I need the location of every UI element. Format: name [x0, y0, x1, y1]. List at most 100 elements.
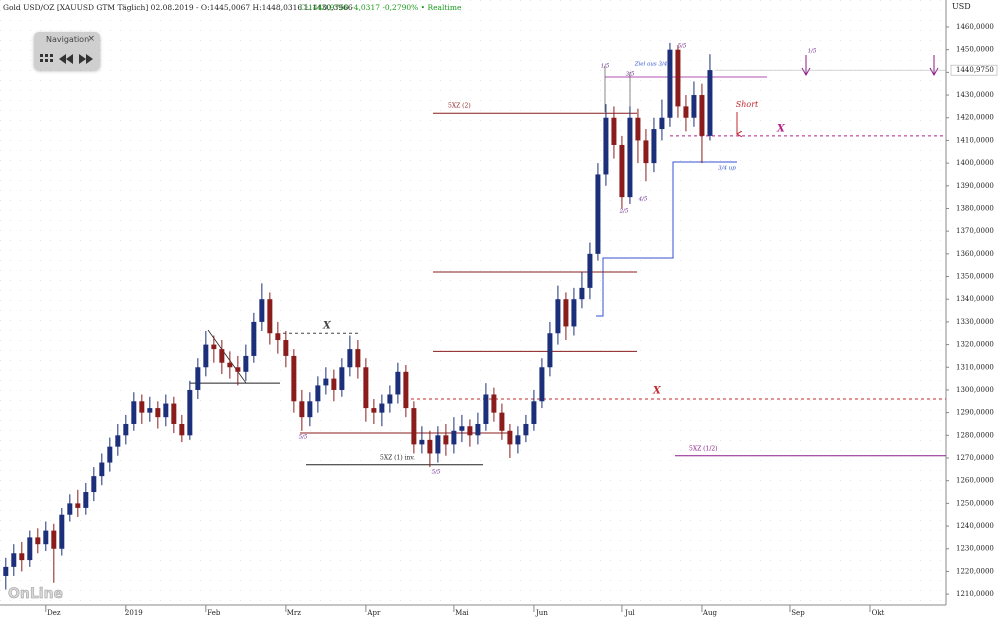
- logo: OnLine: [8, 586, 63, 602]
- candle-body: [203, 344, 209, 368]
- candle-body: [91, 476, 97, 493]
- level-label: X: [652, 386, 662, 397]
- candle-body: [147, 408, 153, 413]
- candle-body: [587, 253, 593, 288]
- candle-body: [451, 430, 457, 445]
- candle-body: [571, 299, 577, 327]
- navigation-title: Navigation: [46, 35, 90, 44]
- x-tick-label: 2019: [125, 609, 143, 617]
- y-tick-label: 1460,0000: [956, 23, 994, 31]
- candle-body: [563, 299, 569, 327]
- candle-body: [43, 530, 49, 545]
- candle-body: [139, 401, 145, 413]
- level-label: 5XZ (1) inv.: [380, 455, 415, 462]
- candle-body: [507, 430, 513, 445]
- candle-body: [267, 299, 273, 334]
- candle-body: [483, 394, 489, 424]
- back-button[interactable]: [58, 53, 74, 65]
- candle-body: [651, 129, 657, 164]
- candle-body: [579, 287, 585, 300]
- last-price-box: [950, 64, 998, 76]
- x-tick-label: Dez: [47, 609, 61, 617]
- candle-body: [515, 435, 521, 445]
- candle-body: [347, 349, 353, 368]
- y-tick-label: 1450,0000: [956, 46, 994, 54]
- candle-body: [355, 349, 361, 368]
- candle-body: [427, 439, 433, 454]
- candle-body: [307, 401, 313, 418]
- candle-body: [171, 403, 177, 424]
- candle-body: [11, 553, 17, 567]
- candle-body: [419, 439, 425, 445]
- level-label: X: [776, 124, 786, 135]
- y-axis-label: USD: [952, 2, 971, 11]
- y-tick-label: 1360,0000: [956, 250, 994, 258]
- wave-label: Ziel aus 3/4: [634, 62, 668, 68]
- candle-body: [211, 344, 217, 350]
- grid-button[interactable]: [40, 53, 54, 65]
- x-tick-label: Feb: [207, 609, 221, 617]
- x-tick-label: Mai: [455, 609, 469, 617]
- y-tick-label: 1250,0000: [956, 499, 994, 507]
- wave-label: 3/4 up: [718, 166, 736, 172]
- x-tick-label: Apr: [366, 609, 381, 617]
- candle-body: [611, 117, 617, 145]
- y-tick-label: 1410,0000: [956, 136, 994, 144]
- wave-label: 5/5: [432, 470, 441, 476]
- candle-body: [179, 423, 185, 436]
- candle-body: [691, 95, 697, 118]
- x-tick-label: Jun: [535, 609, 548, 617]
- candle-body: [547, 333, 553, 368]
- candle-body: [155, 408, 161, 418]
- x-tick-label: Sep: [791, 609, 805, 617]
- y-tick-label: 1300,0000: [956, 386, 994, 394]
- wave-label: 5/5: [299, 435, 308, 441]
- candle-body: [539, 367, 545, 402]
- forward-button[interactable]: [78, 53, 94, 65]
- candle-body: [499, 412, 505, 431]
- candle-body: [195, 367, 201, 390]
- navigation-widget: Navigation ×: [34, 32, 100, 70]
- y-tick-label: 1320,0000: [956, 341, 994, 349]
- candle-body: [707, 70, 713, 136]
- y-tick-label: 1330,0000: [956, 318, 994, 326]
- y-tick-label: 1420,0000: [956, 114, 994, 122]
- candle-body: [283, 340, 289, 356]
- candle-body: [635, 117, 641, 141]
- candle-body: [251, 321, 257, 356]
- y-tick-label: 1290,0000: [956, 409, 994, 417]
- signal-label: Short: [736, 100, 759, 109]
- y-tick-label: 1400,0000: [956, 159, 994, 167]
- candle-body: [443, 435, 449, 445]
- y-tick-label: 1270,0000: [956, 454, 994, 462]
- y-tick-label: 1230,0000: [956, 545, 994, 553]
- candle-body: [435, 435, 441, 454]
- candle-body: [411, 408, 417, 445]
- candle-body: [363, 367, 369, 409]
- step-line: [596, 161, 737, 317]
- x-tick-label: Aug: [702, 609, 718, 617]
- quote: C:1440,9750 -4,0317 -0,2790% • Realtime: [300, 3, 462, 12]
- candle-body: [123, 423, 129, 436]
- candle-body: [339, 367, 345, 390]
- wave-label: 3/5: [626, 72, 635, 78]
- candle-body: [243, 355, 249, 372]
- candle-body: [371, 408, 377, 413]
- wave-label: 1/5: [808, 49, 817, 55]
- candle-body: [235, 367, 241, 372]
- wave-label: 5/5: [678, 44, 687, 50]
- candle-body: [75, 503, 81, 508]
- candle-body: [699, 95, 705, 136]
- candle-body: [379, 403, 385, 413]
- candle-body: [299, 401, 305, 418]
- candle-body: [387, 394, 393, 404]
- close-button[interactable]: ×: [87, 34, 95, 44]
- candle-body: [491, 394, 497, 413]
- candle-body: [291, 355, 297, 402]
- candle-body: [315, 385, 321, 402]
- y-tick-label: 1280,0000: [956, 431, 994, 439]
- y-tick-label: 1260,0000: [956, 477, 994, 485]
- candle-body: [683, 106, 689, 118]
- candle-body: [531, 401, 537, 424]
